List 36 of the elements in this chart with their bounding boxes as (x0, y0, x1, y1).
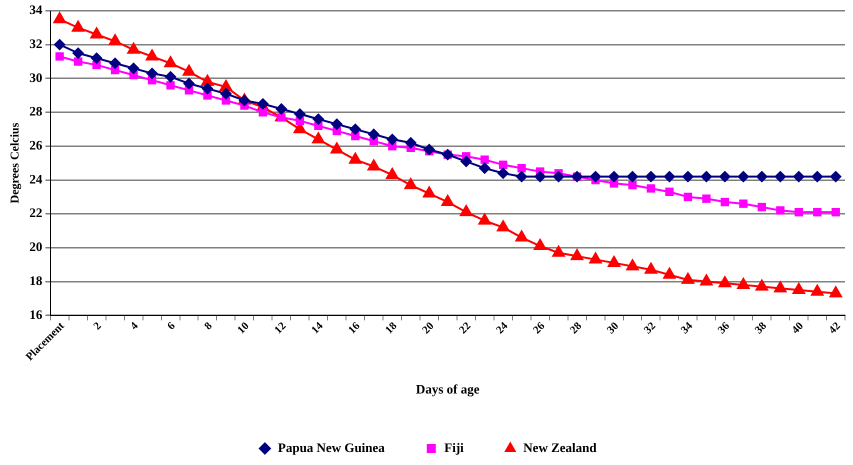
x-tick-label: 6 (165, 320, 178, 332)
y-tick-label: 26 (29, 138, 43, 153)
x-tick-label: 22 (457, 320, 474, 336)
y-tick-label: 30 (29, 70, 42, 85)
legend-label: Fiji (444, 440, 464, 455)
y-tick-label: 28 (29, 104, 43, 119)
x-tick-label: 8 (202, 320, 215, 332)
x-tick-label: 12 (272, 320, 289, 336)
x-tick-label: 16 (346, 320, 363, 336)
x-tick-label: 34 (678, 320, 696, 336)
y-tick-label: 16 (29, 306, 43, 322)
x-tick-label: 24 (494, 320, 511, 336)
y-tick-label: 22 (29, 205, 42, 220)
x-tick-label: 2 (91, 320, 104, 332)
y-axis-title: Degrees Celcius (7, 122, 22, 204)
x-tick-label: 42 (826, 320, 844, 336)
y-tick-label: 24 (29, 171, 43, 186)
x-tick-label: 30 (604, 320, 622, 336)
legend-label: Papua New Guinea (278, 440, 386, 455)
x-axis-title: Days of age (416, 382, 480, 397)
y-tick-label: 34 (29, 2, 43, 18)
x-tick-label: 14 (309, 320, 326, 336)
x-tick-label: 20 (420, 320, 437, 336)
x-tick-label: 40 (790, 320, 806, 336)
legend-label: New Zealand (523, 440, 598, 455)
x-tick-label: 10 (235, 320, 252, 336)
x-tick-label: 38 (752, 320, 770, 336)
x-tick-label: 36 (716, 320, 732, 336)
y-tick-label: 18 (29, 272, 43, 288)
x-tick-label: 32 (642, 320, 658, 336)
y-tick-label: 32 (29, 36, 42, 52)
x-tick-label: 28 (568, 320, 585, 336)
y-tick-label: 20 (29, 239, 42, 254)
x-tick-label: 4 (128, 320, 142, 332)
x-tick-label: 18 (383, 320, 400, 336)
x-tick-label: 26 (530, 320, 548, 336)
